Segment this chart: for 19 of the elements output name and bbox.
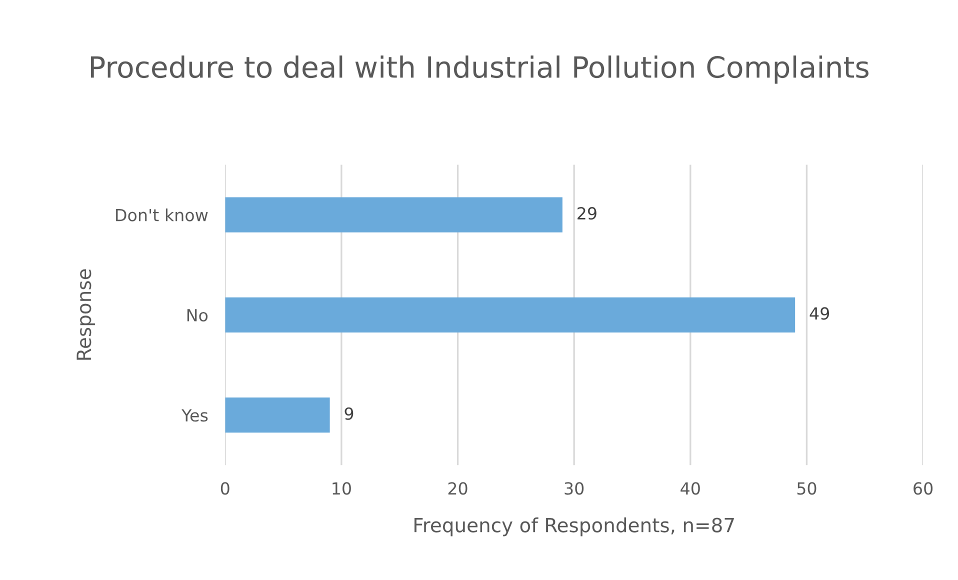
x-tick-label: 0 <box>220 482 230 495</box>
data-label: 29 <box>578 207 596 220</box>
x-tick-label: 60 <box>914 482 933 495</box>
chart-title: Procedure to deal with Industrial Pollution Complaints <box>90 55 868 84</box>
y-tick-label: Don't know <box>116 208 208 222</box>
data-label: 9 <box>344 407 354 420</box>
x-tick-label: 20 <box>448 482 468 495</box>
x-tick-label: 30 <box>564 482 584 495</box>
data-label: 49 <box>810 307 830 320</box>
x-tick-label: 40 <box>680 482 700 495</box>
y-tick-label: No <box>187 309 208 322</box>
x-axis-title: Frequency of Respondents, n=87 <box>414 517 734 536</box>
y-axis-title: Response <box>76 269 95 360</box>
x-tick-label: 50 <box>797 482 816 495</box>
bar <box>225 197 562 232</box>
bar <box>225 398 330 433</box>
y-tick-label: Yes <box>182 409 208 422</box>
bar <box>225 297 796 332</box>
x-tick-label: 10 <box>332 482 351 495</box>
